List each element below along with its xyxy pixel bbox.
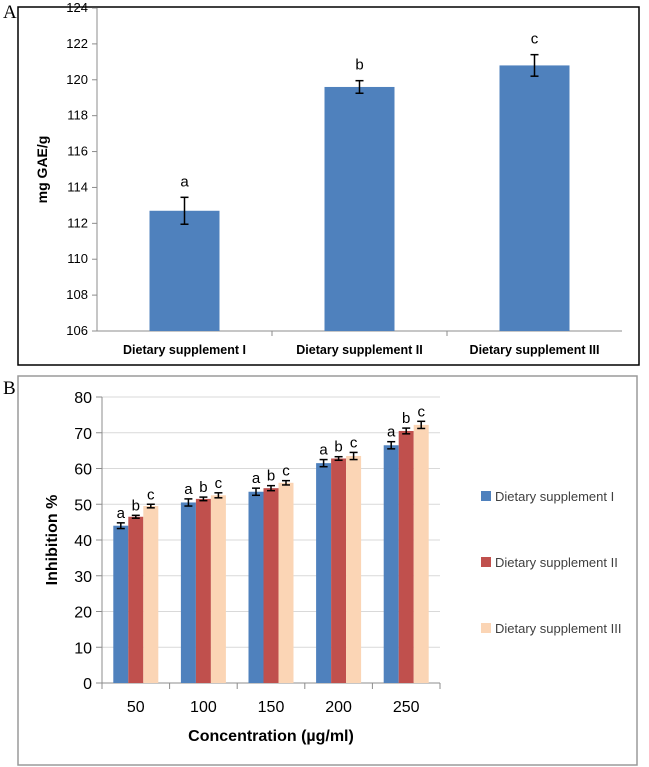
chart-b-bar <box>383 445 399 683</box>
chart-a-y-tick-label: 106 <box>66 323 88 338</box>
chart-b-frame <box>17 375 638 766</box>
chart-b-y-tick-label: 50 <box>74 497 92 514</box>
chart-b-y-tick-label: 20 <box>74 605 92 622</box>
chart-a-annotation: a <box>180 173 189 190</box>
chart-b-legend-swatch <box>481 491 491 501</box>
chart-b-y-axis-title: Inhibition % <box>44 495 61 586</box>
chart-a-category-label: Dietary supplement I <box>123 343 246 357</box>
chart-a-annotation: c <box>531 31 539 48</box>
chart-b-bar <box>263 488 279 683</box>
chart-a-y-tick-label: 118 <box>67 108 88 123</box>
chart-b-legend-swatch <box>481 557 491 567</box>
chart-b-x-axis-title: Concentration (µg/ml) <box>188 728 354 745</box>
chart-b-bar <box>210 495 226 683</box>
chart-b-bar <box>346 455 362 683</box>
chart-b-bar <box>113 525 129 683</box>
panel-label-b: B <box>3 378 16 399</box>
chart-b-legend-label: Dietary supplement I <box>495 489 614 504</box>
chart-b-category-label: 250 <box>393 699 420 716</box>
chart-a-y-axis-title: mg GAE/g <box>34 136 50 204</box>
chart-b-legend-swatch <box>481 623 491 633</box>
chart-a-y-tick-label: 124 <box>66 0 88 15</box>
chart-b-bar <box>248 491 264 683</box>
chart-b-category-label: 200 <box>325 699 352 716</box>
chart-b-y-tick-label: 60 <box>74 462 92 479</box>
chart-b-bar <box>278 482 294 683</box>
chart-b-annotation: a <box>319 442 328 459</box>
chart-b-category-label: 150 <box>258 699 285 716</box>
chart-b-bar <box>331 458 347 683</box>
chart-a-y-tick-label: 114 <box>67 179 88 194</box>
chart-b-annotation: a <box>184 481 193 498</box>
chart-a-bar <box>149 210 220 331</box>
chart-b-annotation: b <box>402 410 410 427</box>
chart-b-annotation: c <box>417 403 425 420</box>
chart-a-y-tick-label: 112 <box>67 215 88 230</box>
chart-b-bar <box>128 516 144 683</box>
chart-b-bar <box>316 463 332 683</box>
chart-a-y-tick-label: 116 <box>67 144 88 159</box>
chart-a-y-tick-label: 122 <box>66 36 88 51</box>
panel-label-a: A <box>3 2 17 23</box>
chart-a-category-label: Dietary supplement III <box>470 343 600 357</box>
chart-b-bar <box>143 506 159 683</box>
chart-b-annotation: a <box>387 424 396 441</box>
chart-a-y-tick-label: 120 <box>66 72 88 87</box>
chart-b-legend-label: Dietary supplement II <box>495 555 618 570</box>
chart-b-annotation: b <box>267 468 275 485</box>
chart-b-annotation: a <box>117 505 126 522</box>
chart-b-annotation: b <box>199 479 207 496</box>
chart-a-y-tick-label: 110 <box>67 251 88 266</box>
chart-b-y-tick-label: 70 <box>74 426 92 443</box>
chart-b-category-label: 100 <box>190 699 217 716</box>
chart-a-category-label: Dietary supplement II <box>296 343 422 357</box>
chart-a-y-tick-label: 108 <box>66 287 88 302</box>
chart-b-bar <box>195 498 211 683</box>
chart-b-annotation: a <box>252 470 261 487</box>
chart-b-bar <box>398 430 414 683</box>
chart-b-bar <box>180 502 196 683</box>
chart-b-y-tick-label: 10 <box>74 640 92 657</box>
chart-b-annotation: c <box>282 463 290 480</box>
chart-b-annotation: c <box>147 486 155 503</box>
chart-b-legend-label: Dietary supplement III <box>495 621 621 636</box>
chart-b-y-tick-label: 40 <box>74 533 92 550</box>
chart-a-bar <box>499 65 570 331</box>
chart-a-frame <box>17 6 640 366</box>
chart-b-annotation: b <box>132 497 140 514</box>
chart-b-annotation: c <box>350 434 358 451</box>
chart-a-annotation: b <box>355 57 363 74</box>
chart-b-y-tick-label: 0 <box>83 676 92 693</box>
chart-b-y-tick-label: 30 <box>74 569 92 586</box>
chart-b-annotation: c <box>215 475 223 492</box>
chart-b-annotation: b <box>334 439 342 456</box>
chart-a-bar <box>324 86 395 331</box>
chart-b-y-tick-label: 80 <box>74 390 92 407</box>
chart-b-category-label: 50 <box>127 699 145 716</box>
bar-chart-a: 106 108 110 112 114 116 118 120 122 124 a Dietary s… <box>17 0 640 366</box>
chart-b-bar <box>413 424 429 683</box>
